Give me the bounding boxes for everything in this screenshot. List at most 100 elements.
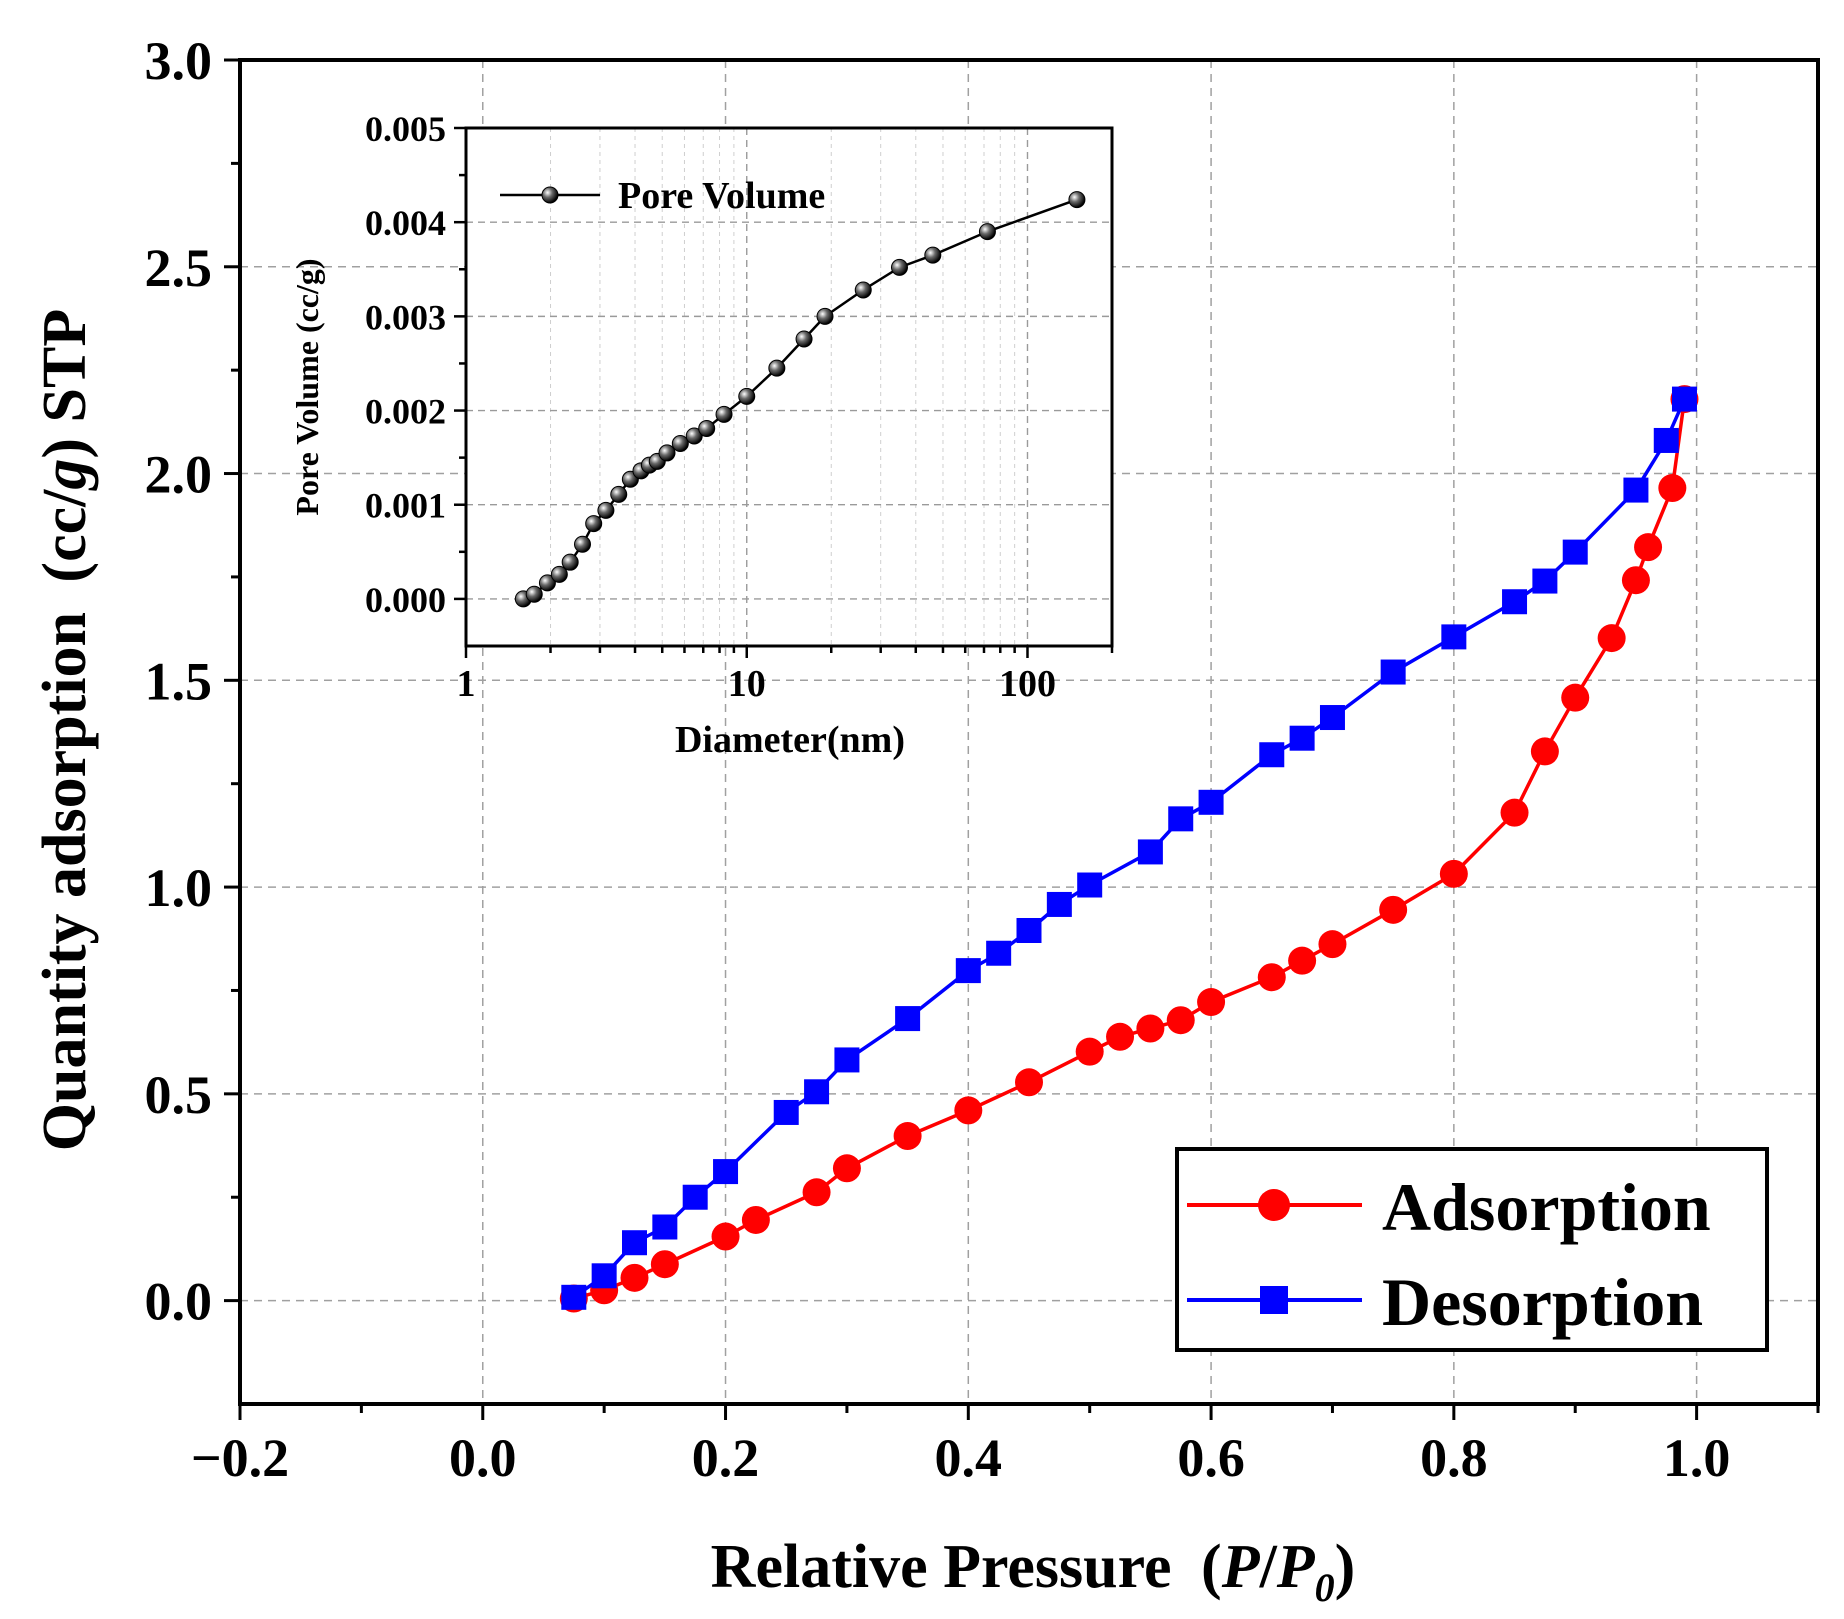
inset-y-tick-label: 0.000 (365, 580, 446, 620)
x-label-sub: 0 (1315, 1565, 1335, 1610)
inset-x-tick-label: 1 (457, 663, 476, 705)
pore-volume-point (816, 307, 834, 325)
desorption-point (1137, 839, 1163, 865)
main-y-tick-label: 0.0 (145, 1272, 213, 1332)
pore-volume-point (768, 359, 786, 377)
series-desorption (561, 386, 1697, 1310)
inset-x-axis-label: Diameter(nm) (675, 719, 905, 761)
inset-y-tick-label: 0.005 (365, 109, 446, 149)
legend-adsorption-marker (1258, 1189, 1290, 1221)
inset-y-tick-label: 0.003 (365, 297, 446, 337)
desorption-point (1441, 624, 1467, 650)
desorption-point (804, 1079, 830, 1105)
adsorption-point (1621, 566, 1650, 595)
adsorption-point (1561, 683, 1590, 712)
y-label-open: (cc/ (31, 489, 99, 583)
main-x-tick-label: 0.6 (1177, 1428, 1245, 1488)
desorption-point (1168, 806, 1194, 832)
adsorption-point (893, 1122, 922, 1151)
adsorption-point (1197, 988, 1226, 1017)
inset-ticks: 1 10 100 0.000 0.001 0.002 0.003 0.004 0.005 (365, 109, 1114, 705)
inset-x-tick-label: 100 (999, 663, 1056, 705)
main-x-tick-label: 0.2 (692, 1428, 760, 1488)
legend-adsorption-label: Adsorption (1382, 1169, 1711, 1245)
adsorption-point (1439, 859, 1468, 888)
legend-box (1175, 1147, 1769, 1352)
desorption-point (773, 1099, 799, 1125)
desorption-point (561, 1284, 587, 1310)
adsorption-point (1530, 737, 1559, 766)
inset-y-axis-label: Pore Volume (cc/g) (289, 258, 325, 515)
inset-x-tick-label: 10 (728, 663, 766, 705)
adsorption-point (832, 1154, 861, 1183)
desorption-point (1319, 705, 1345, 731)
desorption-point (1198, 789, 1224, 815)
pore-volume-point (671, 435, 689, 453)
adsorption-point (802, 1178, 831, 1207)
main-x-tick-label: 0.4 (935, 1428, 1003, 1488)
inset-legend: Pore Volume (500, 175, 825, 217)
main-y-tick-label: 2.5 (145, 238, 213, 298)
desorption-point (652, 1214, 678, 1240)
x-label-slash: / (1259, 1533, 1278, 1601)
desorption-point (1077, 872, 1103, 898)
desorption-point (1259, 742, 1285, 768)
adsorption-point (620, 1263, 649, 1292)
desorption-point (682, 1184, 708, 1210)
x-label-p0: P (1276, 1533, 1316, 1601)
desorption-point (1671, 386, 1697, 412)
pore-volume-point (924, 246, 942, 264)
desorption-point (1289, 725, 1315, 751)
main-y-tick-label: 2.0 (145, 445, 213, 505)
pore-volume-point (685, 427, 703, 445)
desorption-point (1380, 659, 1406, 685)
adsorption-point (741, 1205, 770, 1234)
desorption-point (1623, 477, 1649, 503)
desorption-point (713, 1159, 739, 1185)
pore-volume-point (978, 223, 996, 241)
adsorption-point (1015, 1068, 1043, 1097)
adsorption-point (1318, 930, 1347, 959)
pore-volume-point (658, 444, 676, 462)
desorption-point (591, 1263, 617, 1289)
pore-volume-point (854, 281, 872, 299)
y-label-text: Quantity adsorption (31, 612, 99, 1151)
inset-chart: 1 10 100 0.000 0.001 0.002 0.003 0.004 0.005 Dia… (289, 109, 1114, 761)
main-x-tick-label: 1.0 (1663, 1428, 1731, 1488)
adsorption-point (1597, 624, 1626, 653)
inset-y-tick-label: 0.002 (365, 392, 446, 432)
pore-volume-point (698, 419, 716, 437)
main-plot-frame (238, 58, 1820, 1406)
pore-volume-point (597, 501, 615, 519)
pore-volume-point (550, 565, 568, 583)
adsorption-point (1106, 1022, 1135, 1051)
y-label-close: ) STP (31, 309, 99, 459)
series-pore-volume (514, 191, 1086, 608)
adsorption-point (1257, 963, 1286, 992)
main-legend: Adsorption Desorption (1175, 1147, 1769, 1352)
x-label-open: ( (1201, 1533, 1222, 1601)
pore-volume-point (738, 387, 756, 405)
desorption-point (986, 940, 1012, 966)
legend-desorption-marker (1260, 1286, 1288, 1314)
pore-volume-point (538, 574, 556, 592)
pore-volume-point (715, 405, 733, 423)
adsorption-point (1500, 798, 1529, 827)
inset-plot-frame (464, 126, 1114, 648)
inset-y-tick-label: 0.004 (365, 203, 446, 243)
adsorption-point (711, 1222, 740, 1251)
inset-legend-label: Pore Volume (618, 175, 825, 217)
adsorption-point (954, 1096, 983, 1125)
adsorption-point (1288, 946, 1317, 975)
desorption-point (955, 958, 981, 984)
x-label-close: ) (1335, 1533, 1356, 1601)
desorption-point (1562, 539, 1588, 565)
main-y-axis-label: Quantity adsorption (cc/g) STP (31, 309, 99, 1151)
desorption-point (834, 1047, 860, 1073)
main-y-tick-label: 3.0 (145, 31, 213, 91)
adsorption-point (1075, 1037, 1104, 1066)
desorption-point (895, 1006, 921, 1032)
adsorption-point (1658, 474, 1687, 503)
main-y-tick-label: 1.5 (145, 651, 213, 711)
main-chart: −0.2 0.0 0.2 0.4 0.6 0.8 1.0 0.0 0.5 1.0 1.5 2.0 2.5… (31, 31, 1820, 1610)
